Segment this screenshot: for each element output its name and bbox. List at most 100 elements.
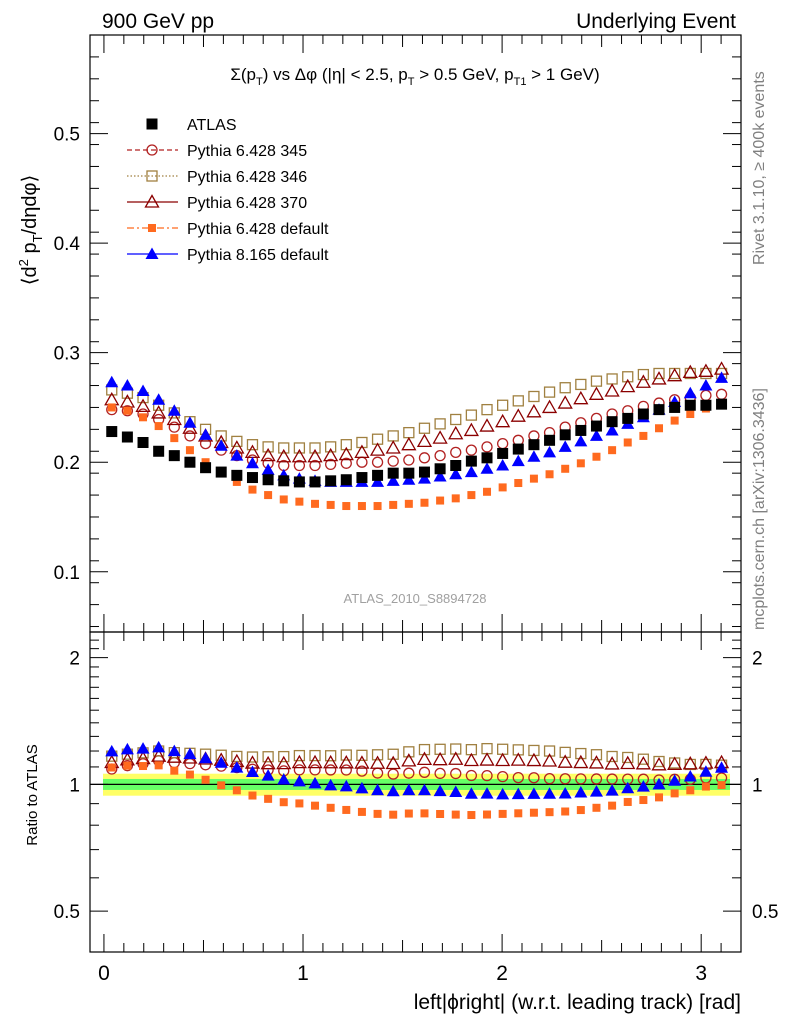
data-point-p346 [309, 442, 321, 454]
ratio-point-p_default [201, 775, 210, 784]
data-point-p346 [512, 395, 524, 407]
ratio-point-p8 [167, 744, 181, 757]
data-point-p_default [623, 438, 632, 447]
data-point-p370 [151, 405, 167, 419]
ratio-point-p_default [154, 761, 163, 770]
ratio-point-p8 [558, 787, 572, 799]
data-point-p_default [107, 403, 116, 412]
data-point-p370 [401, 436, 417, 451]
data-point-p346 [403, 426, 415, 439]
data-point-p345 [356, 456, 368, 468]
data-point-p370 [573, 390, 589, 405]
ratio-point-p8 [683, 770, 697, 782]
chart-title: Σ(pT) vs Δφ (|η| < 2.5, pT > 0.5 GeV, pT… [230, 65, 599, 88]
main-y-axis-label: ⟨d2 pT/dηdφ⟩ [16, 175, 45, 286]
ratio-point-p_default [561, 807, 570, 816]
ratio-point-p345 [528, 772, 540, 784]
ratio-point-p345 [403, 767, 415, 779]
data-point-p346 [293, 442, 306, 454]
data-point-p_default [357, 502, 366, 511]
data-point-p370 [338, 446, 354, 461]
ratio-point-p346 [606, 750, 618, 763]
ratio-point-p8 [371, 783, 385, 796]
data-point-p8 [605, 423, 619, 436]
data-point-p346 [559, 382, 571, 394]
data-point-p346 [325, 441, 337, 453]
ratio-y-tick-label: 0.5 [54, 902, 80, 923]
data-point-atlas [544, 434, 556, 446]
data-point-p345 [715, 388, 728, 400]
ratio-point-p346 [528, 744, 540, 757]
ratio-point-p370 [448, 751, 464, 765]
ratio-y-tick-label-right: 1 [752, 775, 763, 796]
legend-marker-p8 [145, 247, 159, 259]
ratio-point-p370 [260, 755, 276, 770]
data-point-p346 [434, 418, 446, 430]
ratio-point-p346 [278, 750, 290, 763]
main-series [104, 361, 730, 511]
ratio-point-p_default [404, 809, 413, 818]
legend-marker-p_default [148, 224, 156, 232]
data-point-p8 [245, 456, 259, 469]
data-point-atlas [262, 474, 274, 486]
ratio-point-p_default [232, 786, 241, 795]
data-point-p370 [557, 395, 573, 409]
data-point-p370 [276, 448, 292, 463]
x-tick-label: 1 [297, 962, 309, 985]
data-point-p_default [670, 416, 679, 425]
data-point-p346 [465, 409, 478, 421]
main-y-tick-label: 0.3 [54, 344, 80, 365]
ratio-point-p_default [357, 807, 366, 816]
ratio-point-p8 [214, 756, 228, 768]
data-point-p346 [622, 371, 634, 383]
data-point-atlas [153, 445, 165, 457]
main-y-tick-label: 0.5 [54, 125, 80, 146]
data-point-p346 [606, 373, 618, 385]
ratio-point-p370 [541, 753, 558, 767]
data-point-p8 [589, 429, 603, 441]
data-point-atlas [403, 467, 415, 479]
data-point-p_default [639, 431, 648, 440]
data-point-p8 [558, 440, 572, 452]
ratio-point-p8 [449, 785, 463, 797]
ratio-point-p346 [403, 746, 415, 758]
data-point-p345 [403, 454, 415, 466]
ratio-point-p346 [622, 751, 634, 764]
ratio-point-p345 [325, 764, 337, 776]
data-point-p345 [340, 457, 352, 469]
ratio-point-p370 [151, 748, 167, 762]
data-point-p346 [528, 390, 540, 403]
legend-item-p370: Pythia 6.428 370 [127, 194, 307, 212]
ratio-point-p346 [356, 749, 368, 761]
ratio-point-p_default [623, 797, 632, 806]
data-point-p345 [325, 458, 337, 471]
ratio-point-p370 [369, 755, 386, 769]
data-point-atlas [356, 472, 368, 484]
ratio-point-p8 [574, 786, 588, 798]
ratio-point-p345 [465, 769, 478, 782]
data-point-atlas [293, 476, 305, 488]
ratio-point-p8 [715, 761, 729, 773]
data-point-p346 [387, 430, 399, 442]
ratio-point-p345 [340, 764, 352, 776]
ratio-series-p8 [105, 740, 729, 800]
data-point-p8 [386, 474, 400, 486]
ratio-point-p8 [543, 787, 557, 799]
data-point-p346 [278, 442, 290, 454]
ratio-point-p8 [199, 751, 213, 764]
ratio-point-p8 [308, 776, 322, 789]
ratio-point-p8 [245, 765, 259, 778]
legend-label-atlas: ATLAS [187, 117, 237, 134]
data-point-atlas [684, 399, 696, 411]
ratio-point-p370 [401, 753, 417, 767]
data-point-p_default [545, 470, 554, 479]
data-point-p_default [608, 446, 617, 455]
legend-label-p370: Pythia 6.428 370 [187, 195, 307, 212]
ratio-point-p_default [639, 796, 648, 805]
ratio-point-p345 [418, 766, 431, 778]
data-point-p345 [450, 446, 462, 459]
ratio-point-p346 [246, 751, 259, 763]
x-tick-label: 3 [695, 962, 707, 985]
ratio-point-p370 [495, 752, 511, 767]
header-right: Underlying Event [576, 10, 736, 33]
